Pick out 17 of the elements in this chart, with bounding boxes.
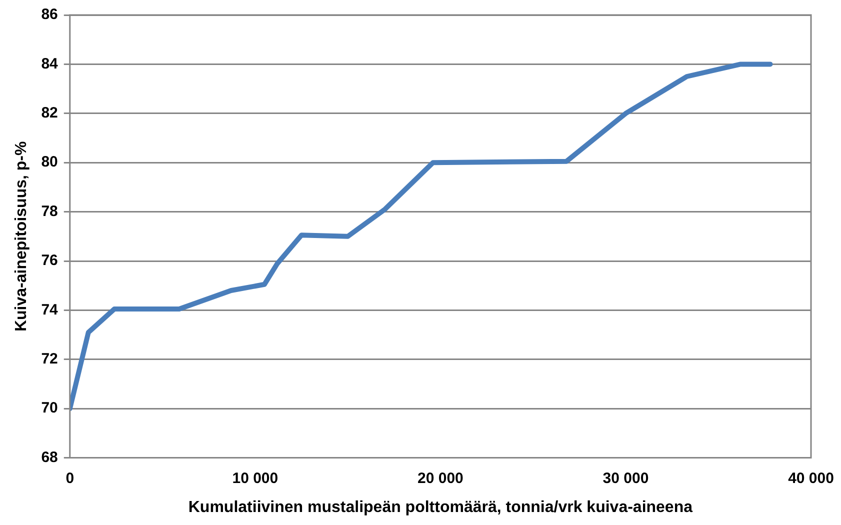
x-tick-label: 10 000 [232,470,278,487]
y-tick-label: 86 [41,6,58,24]
x-tick-label: 20 000 [417,470,464,487]
y-tick-label: 78 [41,202,58,220]
y-tick-label: 84 [41,55,59,72]
y-tick-label: 68 [41,448,58,466]
x-tick-label: 0 [66,470,74,487]
y-tick-label: 70 [41,400,58,417]
y-tick-label: 76 [41,252,58,270]
y-tick-label: 74 [41,301,59,318]
y-tick-label: 80 [41,154,58,171]
x-tick-label: 40 000 [788,470,834,487]
x-axis-title: Kumulatiivinen mustalipeän polttomäärä, tonnia/vrk kuiva-aineena [188,498,693,516]
x-tick-label: 30 000 [602,470,649,487]
y-tick-label: 72 [41,350,58,368]
y-tick-label: 82 [41,104,58,122]
y-axis-title: Kuiva-ainepitoisuus, p-% [13,141,30,332]
